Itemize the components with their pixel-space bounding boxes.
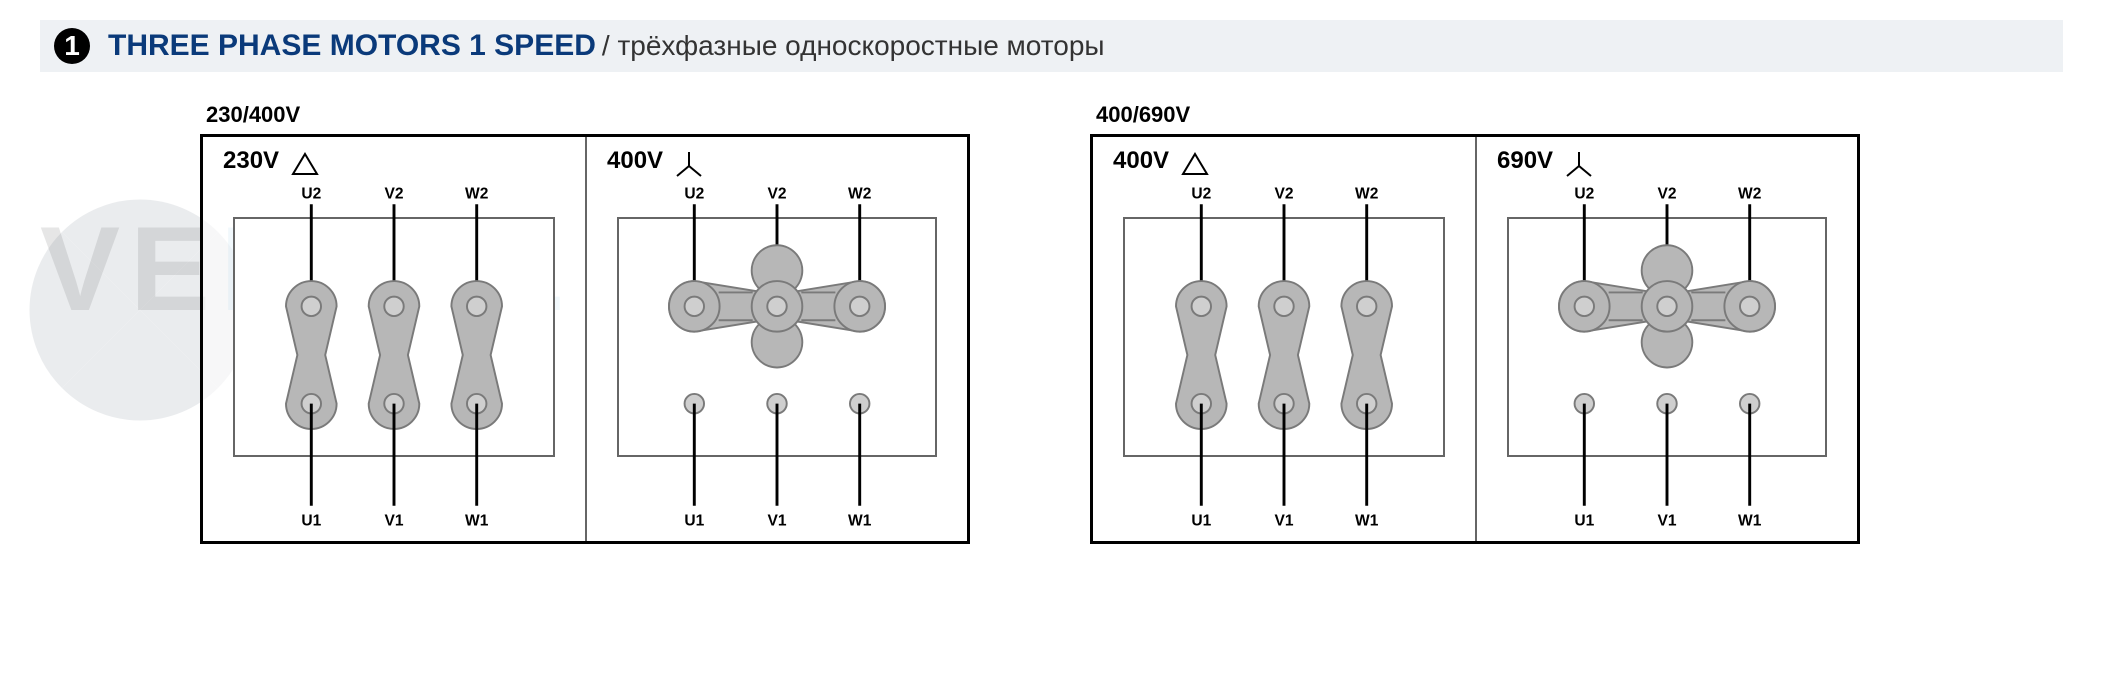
terminal-diagram: U2 V2 W2 U1 V1 W1	[1477, 175, 1857, 535]
svg-text:V2: V2	[767, 185, 786, 202]
group-voltage-label: 230/400V	[206, 102, 970, 128]
svg-text:V1: V1	[767, 512, 786, 529]
svg-text:U1: U1	[1191, 512, 1211, 529]
svg-text:V2: V2	[1657, 185, 1676, 202]
header-title-en: THREE PHASE MOTORS 1 SPEED	[108, 29, 596, 63]
group-voltage-label: 400/690V	[1096, 102, 1860, 128]
section-number-badge: 1	[54, 28, 90, 64]
panel-voltage: 690V	[1497, 147, 1553, 175]
svg-text:W2: W2	[465, 185, 489, 202]
terminal-diagram: U2 V2 W2 U1 V1 W1	[203, 175, 585, 535]
wiring-panel: 400V U2 V2 W2 U1 V1 W1	[585, 137, 967, 541]
svg-text:V2: V2	[1274, 185, 1293, 202]
svg-text:W1: W1	[465, 512, 489, 529]
svg-text:W1: W1	[1738, 512, 1762, 529]
wiring-panel: 400V U2 V2 W2 U1 V1 W1	[1093, 137, 1475, 541]
svg-text:V1: V1	[1274, 512, 1293, 529]
wiring-panel: 690V U2 V2 W2 U1 V1 W1	[1475, 137, 1857, 541]
svg-text:U1: U1	[301, 512, 321, 529]
panel-header: 400V	[607, 147, 947, 178]
wiring-box: 230V U2 V2 W2 U1 V1 W1 400V U2 V2 W2 U1 V1 W1	[200, 134, 970, 544]
terminal-diagram: U2 V2 W2 U1 V1 W1	[587, 175, 967, 535]
delta-icon	[1179, 155, 1211, 172]
star-icon	[673, 155, 705, 172]
star-icon	[1563, 155, 1595, 172]
svg-text:W2: W2	[848, 185, 872, 202]
diagram-group: 400/690V 400V U2 V2 W2 U1 V1 W1 690V U2 V2 W2 U1 V1…	[1090, 102, 1860, 544]
delta-icon	[289, 155, 321, 172]
svg-text:U2: U2	[1191, 185, 1211, 202]
panel-voltage: 230V	[223, 147, 279, 175]
wiring-box: 400V U2 V2 W2 U1 V1 W1 690V U2 V2 W2 U1 V1 W1	[1090, 134, 1860, 544]
terminal-diagram: U2 V2 W2 U1 V1 W1	[1093, 175, 1475, 535]
header-title-ru: / трёхфазные односкоростные моторы	[602, 30, 1105, 62]
svg-text:W2: W2	[1355, 185, 1379, 202]
svg-text:W1: W1	[1355, 512, 1379, 529]
svg-text:W1: W1	[848, 512, 872, 529]
svg-text:W2: W2	[1738, 185, 1762, 202]
diagrams-row: 230/400V 230V U2 V2 W2 U1 V1 W1 400V U2 V2 W2 U1 V1…	[0, 72, 2103, 584]
panel-header: 230V	[223, 147, 565, 178]
panel-header: 400V	[1113, 147, 1455, 178]
panel-header: 690V	[1497, 147, 1837, 178]
svg-text:U2: U2	[1574, 185, 1594, 202]
panel-voltage: 400V	[1113, 147, 1169, 175]
wiring-panel: 230V U2 V2 W2 U1 V1 W1	[203, 137, 585, 541]
svg-text:U1: U1	[1574, 512, 1594, 529]
header-bar: 1 THREE PHASE MOTORS 1 SPEED / трёхфазны…	[40, 20, 2063, 72]
svg-text:U2: U2	[301, 185, 321, 202]
panel-voltage: 400V	[607, 147, 663, 175]
svg-text:U2: U2	[684, 185, 704, 202]
diagram-group: 230/400V 230V U2 V2 W2 U1 V1 W1 400V U2 V2 W2 U1 V1…	[200, 102, 970, 544]
svg-text:V2: V2	[384, 185, 403, 202]
svg-text:V1: V1	[1657, 512, 1676, 529]
svg-text:U1: U1	[684, 512, 704, 529]
svg-text:V1: V1	[384, 512, 403, 529]
